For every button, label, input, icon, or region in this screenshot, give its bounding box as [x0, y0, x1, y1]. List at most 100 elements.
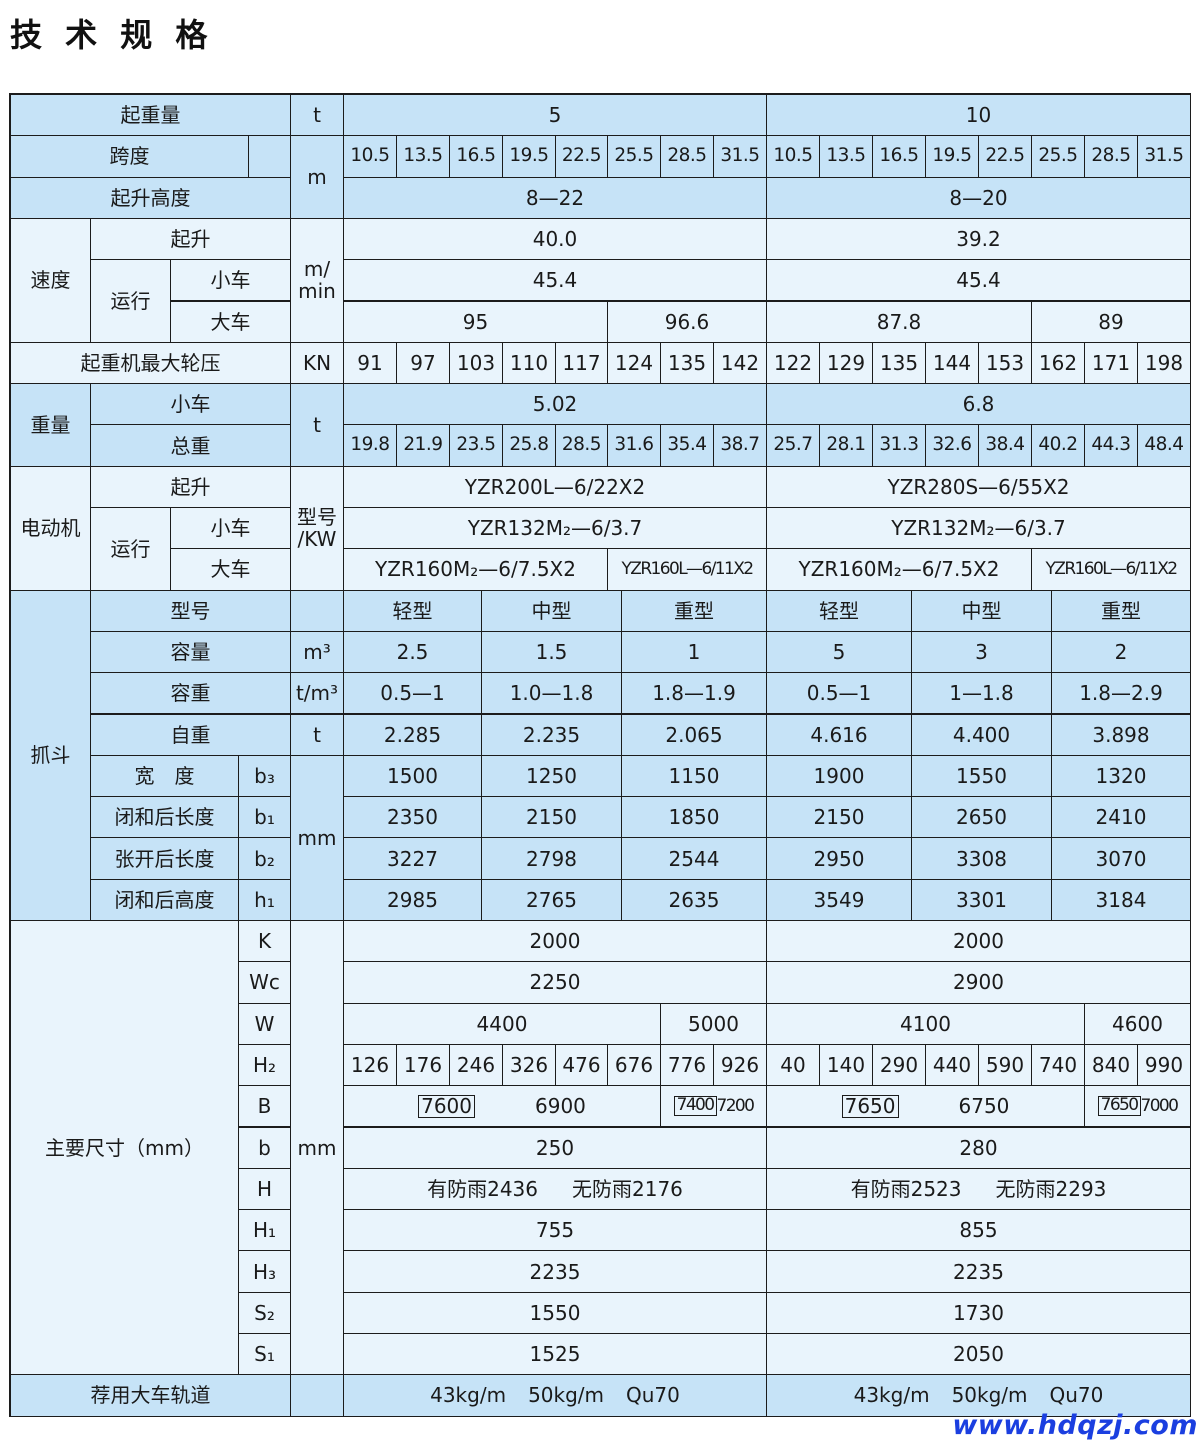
total-weight-value: 38.4: [978, 424, 1032, 467]
motor-trolley-value: YZR132M₂—6/3.7: [343, 507, 767, 550]
unit-kn: KN: [290, 341, 344, 385]
dim-H1-value: 855: [766, 1209, 1191, 1252]
unit-m: m: [290, 135, 344, 219]
dim-H2-value: 246: [449, 1043, 503, 1087]
span-value: 10.5: [343, 135, 397, 178]
label-capacity: 起重量: [10, 94, 291, 137]
label-travel-speed: 运行: [90, 259, 171, 343]
hoist-speed-value: 40.0: [343, 217, 767, 261]
grab-b2-value: 2544: [621, 837, 767, 880]
page-title: 技 术 规 格: [10, 16, 214, 54]
dim-H2-value: 676: [607, 1043, 661, 1087]
motor-crane-value: YZR160M₂—6/7.5X2: [766, 548, 1032, 591]
grab-density-value: 1—1.8: [911, 672, 1052, 715]
grab-self-weight-value: 3.898: [1051, 713, 1191, 756]
label-trolley-weight: 小车: [90, 383, 291, 426]
label-grab-closed-length: 闭和后长度: [90, 796, 239, 839]
grab-b2-value: 2950: [766, 837, 912, 880]
dim-W-value: 5000: [660, 1002, 767, 1045]
grab-type-value: 中型: [911, 589, 1052, 632]
span-value: 10.5: [766, 135, 820, 178]
grab-b3-value: 1900: [766, 754, 912, 798]
grab-density-value: 1.8—2.9: [1051, 672, 1191, 715]
dim-H2-value: 776: [660, 1043, 714, 1087]
unit-model-kw: 型号 /KW: [290, 465, 344, 591]
grab-self-weight-value: 2.065: [621, 713, 767, 756]
label-lift-height: 起升高度: [10, 176, 291, 219]
span-value: 28.5: [1084, 135, 1138, 178]
grab-h1-value: 3184: [1051, 878, 1191, 921]
motor-hoist-value: YZR280S—6/55X2: [766, 465, 1191, 508]
label-weight: 重量: [10, 383, 91, 467]
cell-value: 无防雨2293: [995, 1176, 1107, 1201]
unit-t-m3: t/m³: [290, 672, 344, 715]
span-value: 22.5: [555, 135, 608, 178]
dim-H2-value: 290: [872, 1043, 926, 1087]
wheel-load-value: 153: [978, 341, 1032, 385]
symbol-Wc: Wc: [238, 961, 291, 1004]
wheel-load-value: 97: [396, 341, 450, 385]
grab-b3-value: 1500: [343, 754, 482, 798]
dim-K-value: 2000: [343, 920, 767, 963]
grab-density-value: 1.0—1.8: [481, 672, 622, 715]
total-weight-value: 48.4: [1137, 424, 1191, 467]
span-value: 16.5: [449, 135, 503, 178]
cell-value: 43kg/m: [430, 1383, 507, 1408]
grab-b2-value: 3308: [911, 837, 1052, 880]
grab-self-weight-value: 2.285: [343, 713, 482, 756]
label-span: 跨度: [10, 135, 249, 178]
dim-K-value: 2000: [766, 920, 1191, 963]
cell-value: 有防雨2436: [427, 1176, 538, 1201]
dim-H3-value: 2235: [766, 1250, 1191, 1293]
grab-type-value: 轻型: [343, 589, 482, 632]
wheel-load-value: 117: [555, 341, 608, 385]
grab-b1-value: 2350: [343, 796, 482, 839]
dim-H1-value: 755: [343, 1209, 767, 1252]
label-grab-capacity: 容量: [90, 630, 291, 674]
unit-m-min: m/ min: [290, 217, 344, 343]
label-grab-closed-height: 闭和后高度: [90, 878, 239, 921]
motor-crane-value: YZR160L—6/11X2: [607, 548, 767, 591]
dim-H2-value: 126: [343, 1043, 397, 1087]
lift-height-value: 8—22: [343, 176, 767, 219]
cell-value: 43kg/m: [853, 1383, 930, 1408]
boxed-value: 7650: [1097, 1096, 1141, 1117]
dim-H3-value: 2235: [343, 1250, 767, 1293]
cell-value: 有防雨2523: [850, 1176, 962, 1201]
cell-value: Qu70: [626, 1383, 680, 1408]
label-grab-width: 宽 度: [90, 754, 239, 798]
grab-self-weight-value: 4.616: [766, 713, 912, 756]
empty-cell: [290, 1374, 344, 1417]
cell-value: 7200: [716, 1095, 755, 1116]
total-weight-value: 31.6: [607, 424, 661, 467]
label-motor-crane: 大车: [170, 548, 291, 591]
label-motor-travel: 运行: [90, 507, 171, 591]
label-main-dimensions: 主要尺寸（mm）: [10, 920, 239, 1376]
grab-density-value: 0.5—1: [343, 672, 482, 715]
label-grab-model: 型号: [90, 589, 291, 632]
trolley-weight-value: 5.02: [343, 383, 767, 426]
trolley-weight-value: 6.8: [766, 383, 1191, 426]
unit-t: t: [290, 383, 344, 467]
unit-m3: m³: [290, 630, 344, 674]
grab-capacity-value: 2: [1051, 630, 1191, 674]
span-value: 19.5: [925, 135, 979, 178]
cell-value: 7000: [1140, 1095, 1179, 1116]
wheel-load-value: 162: [1031, 341, 1085, 385]
symbol-S1: S₁: [238, 1333, 291, 1376]
symbol-H3: H₃: [238, 1250, 291, 1293]
symbol-B: B: [238, 1085, 291, 1128]
rail-value: 43kg/m 50kg/m Qu70: [343, 1374, 767, 1417]
wheel-load-value: 103: [449, 341, 503, 385]
total-weight-value: 19.8: [343, 424, 397, 467]
motor-trolley-value: YZR132M₂—6/3.7: [766, 507, 1191, 550]
dim-W-value: 4400: [343, 1002, 661, 1045]
label-motor-trolley: 小车: [170, 507, 291, 550]
dim-H2-value: 40: [766, 1043, 820, 1087]
total-weight-value: 25.8: [502, 424, 556, 467]
dim-H2-value: 990: [1137, 1043, 1191, 1087]
label-crane-speed: 大车: [170, 300, 291, 343]
span-value: 13.5: [819, 135, 873, 178]
grab-density-value: 1.8—1.9: [621, 672, 767, 715]
dim-B-value: 7650 6750: [766, 1085, 1085, 1128]
